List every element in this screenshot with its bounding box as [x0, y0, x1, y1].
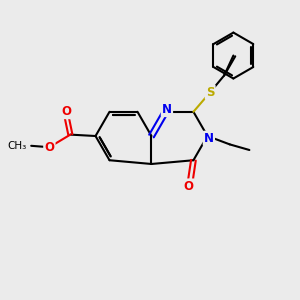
Text: N: N [204, 132, 214, 145]
Text: N: N [162, 103, 172, 116]
Text: S: S [206, 86, 214, 99]
Text: O: O [44, 141, 54, 154]
Text: O: O [61, 105, 71, 118]
Text: O: O [183, 180, 194, 193]
Text: CH₃: CH₃ [8, 141, 27, 151]
